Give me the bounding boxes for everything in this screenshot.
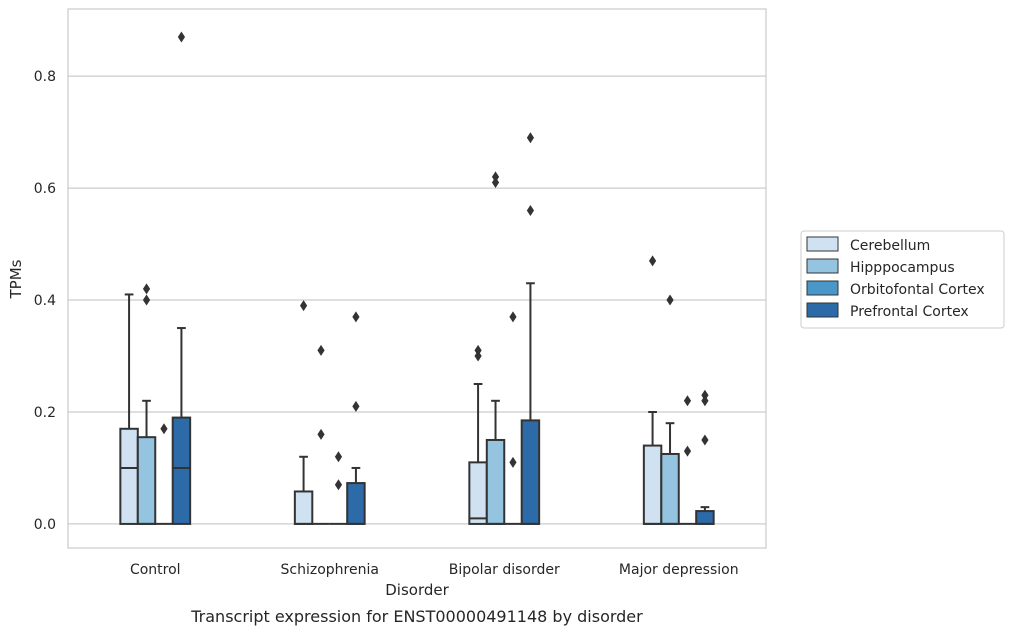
box-body: [642, 444, 663, 525]
box-body: [136, 436, 157, 525]
outlier-marker-1: [491, 171, 500, 183]
outlier-marker-1: [683, 395, 692, 407]
outlier-marker-0: [177, 31, 186, 43]
box-hipppocampus-3: [660, 294, 680, 525]
chart-caption: Transcript expression for ENST0000049114…: [190, 607, 643, 626]
box-body: [660, 452, 680, 525]
legend-swatch-1: [806, 258, 839, 274]
outlier-marker-0: [701, 434, 709, 446]
box-body: [485, 438, 506, 525]
outlier-marker-2: [701, 389, 709, 401]
outlier-marker-0: [474, 350, 482, 362]
y-tick-label-1: 0.2: [34, 405, 56, 421]
outlier-marker-0: [648, 255, 657, 267]
outlier-marker-0: [526, 204, 535, 216]
box-cerebellum-1: [293, 300, 314, 525]
legend-label-3: Prefrontal Cortex: [850, 304, 969, 320]
legend-label-1: Hipppocampus: [850, 260, 955, 276]
box-body: [346, 482, 366, 525]
box-hipppocampus-1: [312, 344, 330, 525]
box-body: [293, 490, 314, 525]
legend-label-0: Cerebellum: [850, 238, 930, 254]
box-series-group: [119, 31, 715, 525]
box-cerebellum-2: [468, 344, 488, 525]
y-tick-label-4: 0.8: [34, 69, 56, 85]
legend-swatch-3: [806, 302, 839, 318]
x-tick-label-1: Schizophrenia: [281, 562, 379, 578]
outlier-marker-1: [509, 311, 517, 323]
outlier-marker-1: [701, 395, 709, 407]
box-orbitofontal-cortex-3: [678, 395, 697, 525]
box-prefrontal-cortex-2: [520, 132, 541, 525]
box-body: [695, 510, 715, 525]
x-tick-label-0: Control: [130, 562, 181, 578]
legend: Cerebellum Hipppocampus Orbitofontal Corte…: [800, 230, 1005, 329]
outlier-marker-0: [334, 479, 343, 491]
box-body: [520, 419, 541, 525]
box-orbitofontal-cortex-2: [504, 311, 522, 525]
y-tick-label-2: 0.4: [34, 293, 56, 309]
outlier-marker-0: [683, 445, 692, 457]
box-body: [171, 416, 192, 525]
plot-frame: [67, 8, 767, 549]
x-tick-label-3: Major depression: [619, 562, 739, 578]
box-body: [119, 427, 139, 525]
legend-swatch-0: [806, 236, 839, 252]
box-prefrontal-cortex-0: [171, 31, 192, 525]
legend-label-2: Orbitofontal Cortex: [850, 282, 985, 298]
outlier-marker-0: [509, 456, 517, 468]
outlier-marker-0: [666, 294, 674, 306]
x-axis-label: Disorder: [385, 581, 449, 599]
x-axis-ticks: Control Schizophrenia Bipolar disorder Majo…: [130, 562, 739, 578]
box-hipppocampus-0: [136, 283, 157, 525]
outlier-marker-0: [491, 177, 500, 189]
outlier-marker-1: [352, 311, 360, 323]
y-axis-label: TPMs: [7, 259, 25, 299]
box-orbitofontal-cortex-0: [155, 423, 173, 525]
box-prefrontal-cortex-3: [695, 389, 715, 525]
legend-swatch-2: [806, 280, 839, 296]
outlier-marker-0: [352, 400, 360, 412]
outlier-marker-0: [299, 300, 308, 312]
box-cerebellum-0: [119, 293, 139, 525]
outlier-marker-1: [474, 344, 482, 356]
outlier-marker-0: [317, 428, 325, 440]
legend-frame: [800, 230, 1005, 329]
box-prefrontal-cortex-1: [346, 311, 366, 525]
x-tick-label-2: Bipolar disorder: [449, 562, 560, 578]
y-tick-label-3: 0.6: [34, 181, 56, 197]
outlier-marker-0: [142, 294, 151, 306]
outlier-marker-1: [334, 451, 343, 463]
y-axis-ticks: 0.0 0.2 0.4 0.6 0.8: [34, 69, 56, 533]
box-hipppocampus-2: [485, 171, 506, 525]
box-body: [468, 461, 488, 525]
outlier-marker-1: [142, 283, 151, 295]
y-tick-label-0: 0.0: [34, 517, 56, 533]
outlier-marker-0: [160, 423, 168, 435]
outlier-marker-1: [526, 132, 535, 144]
outlier-marker-1: [317, 344, 325, 356]
box-orbitofontal-cortex-1: [329, 451, 348, 525]
